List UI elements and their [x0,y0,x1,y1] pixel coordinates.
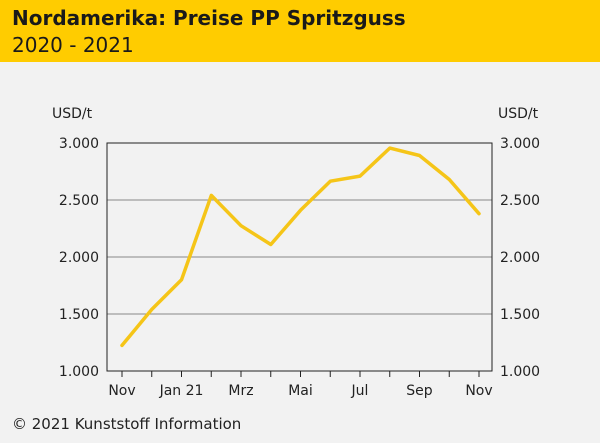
x-tick-label: Jan 21 [159,383,204,399]
y-tick-label-right: 2.500 [500,193,540,209]
axis-tick-labels: 1.000 1.000 1.500 1.500 2.000 2.000 2.500 2.500… [59,136,540,399]
y-axis-label-left: USD/t [52,106,93,122]
line-chart: USD/t USD/t 1.000 1.000 1.500 1.500 2.000 2.0… [52,106,540,399]
axis-ticks [121,371,480,377]
y-tick-label-right: 1.500 [500,307,540,323]
x-tick-label: Sep [406,383,433,399]
chart-title: Nordamerika: Preise PP Spritzguss [12,6,406,30]
header-bar: Nordamerika: Preise PP Spritzguss 2020 -… [0,0,600,62]
plot-frame [106,142,493,372]
y-tick-label-right: 2.000 [500,250,540,266]
y-tick-label-left: 2.000 [59,250,99,266]
y-tick-label-right: 1.000 [500,364,540,380]
x-tick-label: Mai [288,383,313,399]
price-series-line [120,146,481,348]
y-tick-label-left: 1.000 [59,364,99,380]
chart-subtitle: 2020 - 2021 [12,33,134,57]
y-tick-label-right: 3.000 [500,136,540,152]
x-tick-label: Nov [465,383,492,399]
y-tick-label-left: 1.500 [59,307,99,323]
grid-lines [107,199,492,315]
x-tick-label: Jul [351,383,369,399]
x-tick-label: Nov [108,383,135,399]
y-tick-label-left: 2.500 [59,193,99,209]
y-tick-label-left: 3.000 [59,136,99,152]
copyright-text: © 2021 Kunststoff Information [12,415,242,433]
x-tick-label: Mrz [228,383,253,399]
y-axis-label-right: USD/t [498,106,539,122]
